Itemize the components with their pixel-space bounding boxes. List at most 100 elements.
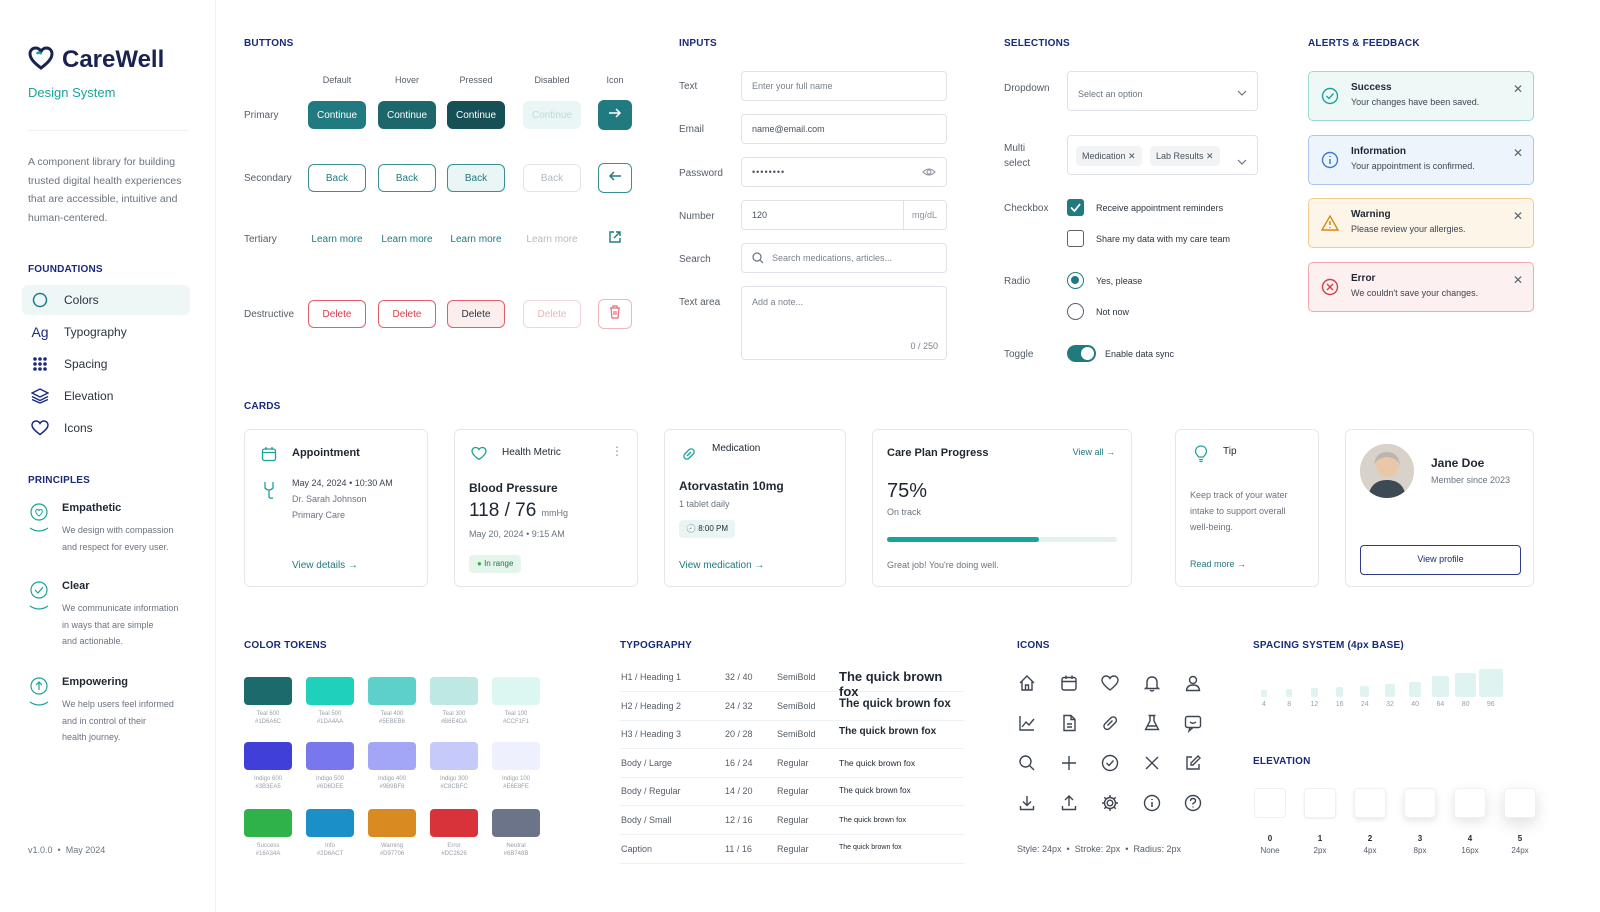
toggle-switch[interactable] [1067,345,1096,362]
view-profile-button[interactable]: View profile [1360,545,1521,575]
primary-button-default[interactable]: Continue [308,101,366,129]
secondary-button-hover[interactable]: Back [378,164,436,192]
nav-item-label: Icons [64,421,93,435]
primary-button-pressed[interactable]: Continue [447,101,505,129]
logo-heart-icon [28,46,54,75]
view-medication-link[interactable]: View medication → [679,560,765,571]
close-icon[interactable]: ✕ [1512,82,1523,96]
alert-title: Success [1351,82,1392,93]
destructive-button-disabled[interactable]: Delete [523,300,581,328]
destructive-button-default[interactable]: Delete [308,300,366,328]
destructive-button-hover[interactable]: Delete [378,300,436,328]
color-swatch[interactable] [368,677,416,705]
number-field[interactable]: 120 mg/dL [741,200,947,230]
close-icon[interactable]: ✕ [1512,273,1523,287]
input-label: Search [679,254,711,265]
elevation-sample [1354,788,1386,818]
typography-row: Body / Small 12 / 16 Regular The quick brow… [620,806,964,835]
tertiary-icon-button[interactable] [598,224,632,254]
color-swatch[interactable] [492,677,540,705]
info-icon [1321,151,1339,174]
primary-icon-button[interactable] [598,100,632,130]
secondary-button-default[interactable]: Back [308,164,366,192]
multiselect[interactable]: Medication ✕ Lab Results ✕ [1067,135,1258,175]
selection-label: Checkbox [1004,203,1049,214]
buttons-heading: BUTTONS [244,38,294,49]
primary-button-disabled[interactable]: Continue [523,101,581,129]
primary-button-hover[interactable]: Continue [378,101,436,129]
destructive-button-pressed[interactable]: Delete [447,300,505,328]
elevation-sample [1504,788,1536,818]
checkbox-checked[interactable] [1067,199,1084,216]
chip[interactable]: Lab Results ✕ [1150,146,1220,166]
nav-item-elevation[interactable]: Elevation [22,381,190,411]
secondary-button-pressed[interactable]: Back [447,164,505,192]
alert-title: Information [1351,146,1406,157]
close-icon[interactable]: ✕ [1128,151,1136,161]
color-swatch[interactable] [244,809,292,837]
radio-selected[interactable] [1067,272,1084,289]
close-icon[interactable]: ✕ [1512,209,1523,223]
member-since: Member since 2023 [1431,475,1511,485]
secondary-icon-button[interactable] [598,163,632,193]
read-more-link[interactable]: Read more → [1190,559,1247,569]
metric-value: 118 / 76 mmHg [469,500,569,521]
checkbox-unchecked[interactable] [1067,230,1084,247]
swatch-label: Error #DC2626 [441,843,467,857]
nav-item-spacing[interactable]: Spacing [22,349,190,379]
nav-item-colors[interactable]: Colors [22,285,190,315]
text-input[interactable]: Enter your full name [741,71,947,101]
chip[interactable]: Medication ✕ [1076,146,1142,166]
email-field[interactable]: name@email.com [741,114,947,144]
style-size: 24 / 32 [725,700,753,711]
swatch-label: Teal 500 #1DA4AA [316,711,344,725]
tertiary-button-hover[interactable]: Learn more [381,233,433,245]
color-swatch[interactable] [430,677,478,705]
health-metric-card: Health Metric ⋮ Blood Pressure 118 / 76 … [454,429,638,587]
search-input[interactable]: Search medications, articles... [741,243,947,273]
color-swatch[interactable] [306,809,354,837]
close-icon[interactable]: ✕ [1512,146,1523,160]
spacing-label: 32 [1386,701,1394,708]
tertiary-button-disabled[interactable]: Learn more [526,233,578,245]
unit-label: mg/dL [903,201,937,229]
style-size: 14 / 20 [725,786,753,797]
view-details-link[interactable]: View details → [292,560,358,571]
elevation-label: 5 24px [1511,834,1529,855]
spacing-bar [1286,689,1293,697]
color-swatch[interactable] [306,742,354,770]
profile-card: Jane Doe Member since 2023 View profile [1345,429,1534,587]
style-name: H2 / Heading 2 [621,700,682,711]
more-vertical-icon[interactable]: ⋮ [611,444,623,458]
color-swatch[interactable] [244,677,292,705]
secondary-button-disabled[interactable]: Back [523,164,581,192]
color-swatch[interactable] [368,742,416,770]
principle-title: Clear [62,580,90,592]
style-name: H1 / Heading 1 [621,672,682,682]
tertiary-button-pressed[interactable]: Learn more [450,233,502,245]
color-swatch[interactable] [492,742,540,770]
color-swatch[interactable] [244,742,292,770]
color-swatch[interactable] [492,809,540,837]
color-swatch[interactable] [430,809,478,837]
radio-unselected[interactable] [1067,303,1084,320]
color-swatch[interactable] [368,809,416,837]
column-label: Pressed [459,75,493,85]
alert-message: Your appointment is confirmed. [1351,161,1475,171]
eye-icon[interactable] [922,167,936,179]
dropdown-select[interactable]: Select an option [1067,71,1258,111]
destructive-icon-button[interactable] [598,299,632,329]
color-swatch[interactable] [306,677,354,705]
nav-item-icons[interactable]: Icons [22,413,190,443]
view-all-link[interactable]: View all → [1072,447,1115,457]
password-field[interactable]: •••••••• [741,157,947,187]
note-textarea[interactable]: Add a note... 0 / 250 [741,286,947,360]
nav-item-typography[interactable]: Ag Typography [22,317,190,347]
home-icon [1017,673,1037,693]
principle-title: Empowering [62,676,129,688]
info-icon [1142,793,1162,813]
style-weight: SemiBold [777,672,816,682]
color-swatch[interactable] [430,742,478,770]
close-icon[interactable]: ✕ [1206,151,1214,161]
tertiary-button-default[interactable]: Learn more [311,233,363,245]
